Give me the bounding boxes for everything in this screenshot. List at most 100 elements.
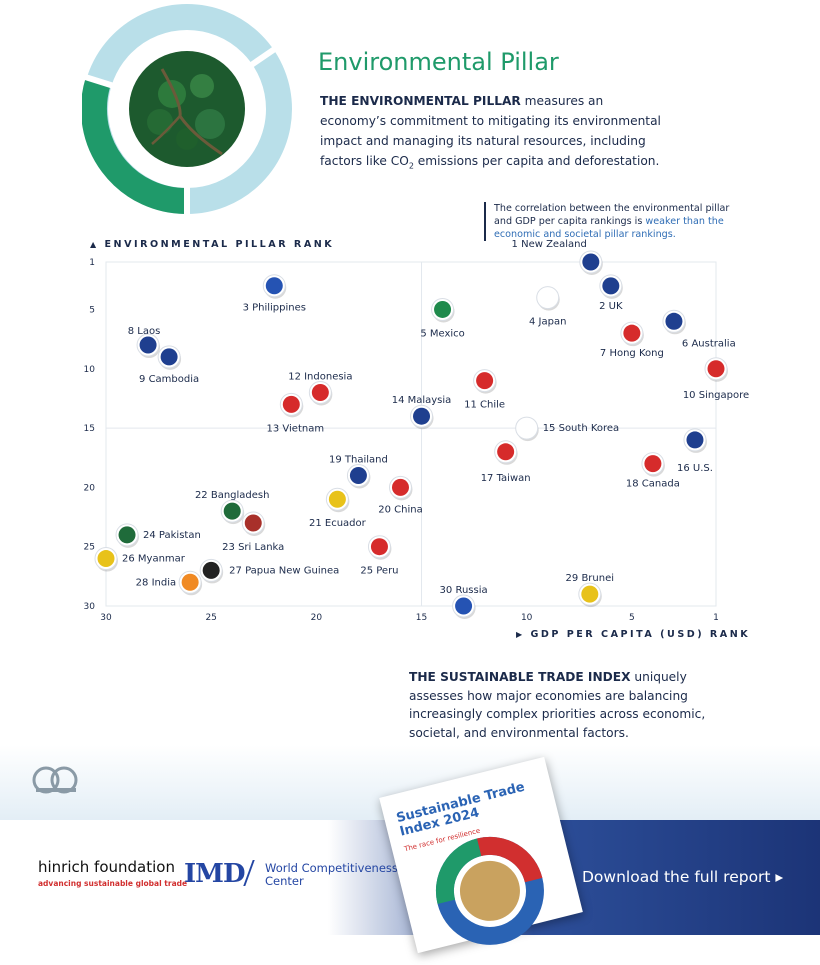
point-label: 23 Sri Lanka [222, 542, 284, 553]
pillar-description: THE ENVIRONMENTAL PILLAR measures an eco… [320, 91, 665, 176]
point-philippines: 3 Philippines [243, 274, 306, 314]
point-laos: 8 Laos [128, 326, 161, 359]
point-label: 24 Pakistan [143, 530, 201, 541]
point-label: 5 Mexico [420, 328, 464, 339]
point-label: 14 Malaysia [392, 395, 452, 406]
point-label: 1 New Zealand [512, 239, 587, 250]
point-bangladesh: 22 Bangladesh [195, 490, 270, 525]
x-tick-label: 15 [416, 613, 427, 623]
point-label: 13 Vietnam [267, 423, 325, 434]
download-report-link[interactable]: Download the full report ▸ [582, 868, 784, 886]
y-tick-label: 10 [84, 365, 96, 375]
y-tick-label: 30 [84, 602, 96, 612]
point-label: 4 Japan [529, 317, 566, 328]
point-label: 28 India [136, 577, 176, 588]
point-sri-lanka: 23 Sri Lanka [222, 511, 284, 553]
report-cover-graphic [435, 836, 544, 945]
x-tick-label: 30 [100, 613, 112, 623]
x-tick-label: 1 [713, 613, 719, 623]
blurb-lead: THE SUSTAINABLE TRADE INDEX [409, 670, 631, 684]
point-hong-kong: 7 Hong Kong [600, 321, 664, 359]
point-label: 11 Chile [464, 400, 505, 411]
hinrich-cloud-icon [32, 766, 78, 794]
right-triangle-icon: ▶ [516, 630, 525, 639]
y-tick-label: 5 [89, 305, 95, 315]
point-chile: 11 Chile [464, 369, 505, 411]
x-tick-label: 25 [205, 613, 216, 623]
point-peru: 25 Peru [360, 535, 399, 577]
point-pakistan: 24 Pakistan [115, 523, 201, 548]
hinrich-logo[interactable]: hinrich foundation [38, 858, 175, 876]
point-thailand: 19 Thailand [329, 455, 388, 489]
point-mexico: 5 Mexico [420, 297, 465, 339]
y-tick-label: 1 [89, 258, 95, 268]
index-blurb: THE SUSTAINABLE TRADE INDEX uniquely ass… [409, 668, 719, 742]
point-cambodia: 9 Cambodia [139, 345, 199, 385]
point-label: 29 Brunei [566, 573, 614, 584]
point-label: 8 Laos [128, 326, 161, 337]
point-japan: 4 Japan [529, 286, 566, 328]
description-lead: THE ENVIRONMENTAL PILLAR [320, 94, 521, 108]
point-label: 12 Indonesia [288, 371, 352, 382]
page-title: Environmental Pillar [318, 48, 559, 76]
x-tick-label: 5 [629, 613, 635, 623]
point-png: 27 Papua New Guinea [199, 558, 339, 584]
note-highlight: weaker than the economic and societal pi… [494, 216, 724, 240]
point-label: 30 Russia [440, 585, 488, 596]
point-label: 3 Philippines [243, 303, 306, 314]
point-indonesia: 12 Indonesia [288, 371, 352, 406]
x-axis-label: ▶ GDP PER CAPITA (USD) RANK [516, 629, 750, 640]
point-label: 27 Papua New Guinea [229, 565, 339, 576]
imd-logo[interactable]: IMD [184, 859, 245, 889]
point-label: 7 Hong Kong [600, 348, 664, 359]
point-brunei: 29 Brunei [566, 573, 614, 608]
description-body: measures an economy’s commitment to miti… [320, 94, 661, 168]
description-tail: emissions per capita and deforestation. [413, 154, 660, 168]
point-india: 28 India [136, 570, 203, 596]
note-text: The correlation between the environmenta… [494, 203, 730, 227]
point-us: 16 U.S. [677, 428, 713, 474]
point-label: 17 Taiwan [481, 473, 531, 484]
point-uk: 2 UK [599, 274, 623, 312]
x-tick-label: 20 [311, 613, 323, 623]
point-label: 6 Australia [682, 338, 736, 349]
wcc-label: World Competitiveness Center [265, 861, 398, 888]
point-new-zealand: 1 New Zealand [512, 239, 603, 275]
y-axis-label-text: ENVIRONMENTAL PILLAR RANK [104, 239, 335, 250]
chart-grid [105, 261, 717, 607]
y-tick-label: 15 [84, 424, 95, 434]
point-myanmar: 26 Myanmar [94, 547, 186, 572]
point-china: 20 China [378, 475, 423, 515]
blurb-body: uniquely assesses how major economies ar… [409, 670, 706, 740]
point-label: 18 Canada [626, 479, 680, 490]
correlation-note: The correlation between the environmenta… [484, 202, 744, 241]
point-label: 10 Singapore [683, 390, 749, 401]
point-malaysia: 14 Malaysia [392, 395, 452, 430]
point-label: 25 Peru [360, 566, 398, 577]
hinrich-tagline: advancing sustainable global trade [38, 879, 188, 888]
point-russia: 30 Russia [440, 585, 488, 619]
y-axis-label: ▲ ENVIRONMENTAL PILLAR RANK [90, 239, 334, 250]
y-tick-label: 25 [84, 543, 95, 553]
point-label: 2 UK [599, 301, 623, 312]
point-ecuador: 21 Ecuador [309, 487, 367, 529]
point-singapore: 10 Singapore [683, 357, 749, 401]
point-canada: 18 Canada [626, 452, 680, 490]
point-taiwan: 17 Taiwan [481, 440, 531, 484]
x-axis-label-text: GDP PER CAPITA (USD) RANK [530, 629, 751, 640]
description-subscript: 2 [408, 161, 414, 171]
point-label: 20 China [378, 504, 422, 515]
plot-frame [105, 261, 717, 607]
point-label: 19 Thailand [329, 455, 388, 466]
point-australia: 6 Australia [662, 309, 736, 349]
point-vietnam: 13 Vietnam [267, 392, 325, 434]
y-tick-label: 20 [84, 483, 96, 493]
point-label: 22 Bangladesh [195, 490, 270, 501]
x-tick-label: 10 [521, 613, 533, 623]
point-label: 9 Cambodia [139, 374, 199, 385]
point-label: 16 U.S. [677, 463, 713, 474]
point-south-korea: 15 South Korea [515, 416, 619, 442]
chart-points: 1 New Zealand 2 UK 3 Philippines 4 Japan 5 M… [94, 239, 749, 619]
